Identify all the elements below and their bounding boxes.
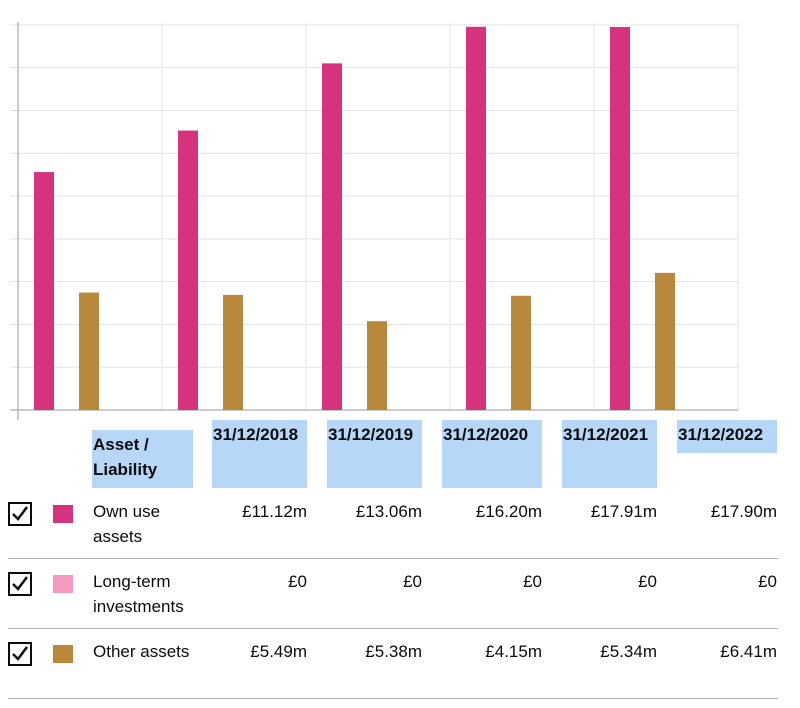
value-cell: £16.20m xyxy=(475,502,542,521)
value-cell: £6.41m xyxy=(720,642,777,661)
bar xyxy=(34,172,54,410)
row-divider xyxy=(8,558,778,559)
value-cell: £5.38m xyxy=(365,642,422,661)
value-cell: £13.06m xyxy=(355,502,422,521)
value-cell: £11.12m xyxy=(242,502,307,521)
value-cell: £0 xyxy=(523,572,542,591)
checkmark xyxy=(12,576,28,591)
bar xyxy=(466,26,486,410)
value-cell: £17.91m xyxy=(590,502,657,521)
bar xyxy=(178,130,198,410)
value-cell: £0 xyxy=(638,572,657,591)
date-header: 31/12/2020 xyxy=(442,420,542,488)
checkbox[interactable] xyxy=(8,642,32,666)
bar xyxy=(655,272,675,410)
bar xyxy=(79,292,99,410)
date-header: 31/12/2018 xyxy=(212,420,307,488)
table-header: Asset / Liability xyxy=(92,430,193,488)
legend-swatch xyxy=(53,575,73,593)
row-divider xyxy=(8,628,778,629)
value-cell: £5.49m xyxy=(250,642,307,661)
legend-swatch xyxy=(53,645,73,663)
value-cell: £0 xyxy=(403,572,422,591)
checkmark xyxy=(12,506,28,521)
date-header: 31/12/2022 xyxy=(677,420,777,453)
checkbox[interactable] xyxy=(8,502,32,526)
date-header: 31/12/2021 xyxy=(562,420,657,488)
legend-swatch xyxy=(53,505,73,523)
value-cell: £0 xyxy=(758,572,777,591)
bar xyxy=(610,27,630,410)
value-cell: £4.15m xyxy=(485,642,542,661)
value-cell: £0 xyxy=(288,572,307,591)
checkmark-path xyxy=(12,646,28,661)
checkbox[interactable] xyxy=(8,572,32,596)
chart xyxy=(10,22,739,420)
value-cell: £17.90m xyxy=(710,502,777,521)
bar xyxy=(223,294,243,410)
legend-label: Own use assets xyxy=(93,502,161,546)
row-divider xyxy=(8,698,778,699)
checkmark-path xyxy=(12,506,28,521)
bar xyxy=(511,295,531,410)
bar xyxy=(322,63,342,411)
bar xyxy=(367,321,387,410)
checkmark xyxy=(12,646,28,661)
legend-label: Long-term investments xyxy=(93,572,184,616)
checkmark-path xyxy=(12,576,28,591)
value-cell: £5.34m xyxy=(600,642,657,661)
legend-label: Other assets xyxy=(93,642,190,661)
date-header: 31/12/2019 xyxy=(327,420,422,488)
